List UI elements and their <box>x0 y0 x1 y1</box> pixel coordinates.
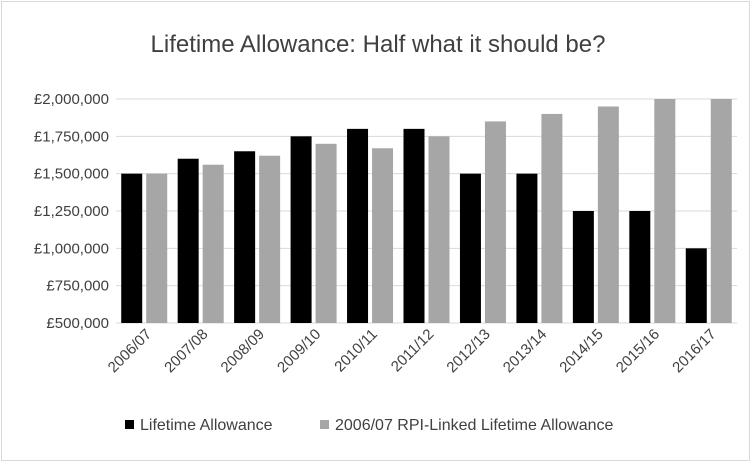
x-tick-label: 2010/11 <box>331 326 381 376</box>
legend: Lifetime Allowance 2006/07 RPI-Linked Li… <box>125 417 613 434</box>
x-tick-label: 2007/08 <box>161 326 211 376</box>
bar-lifetime-allowance <box>403 128 425 323</box>
y-tick-label: £1,000,000 <box>34 240 109 257</box>
bar-rpi-linked <box>315 143 337 323</box>
y-tick-label: £1,250,000 <box>34 203 109 220</box>
bar-lifetime-allowance <box>290 136 312 323</box>
y-tick-label: £750,000 <box>46 278 109 295</box>
bar-rpi-linked <box>597 106 619 323</box>
x-tick-label: 2012/13 <box>443 326 493 376</box>
bar-lifetime-allowance <box>234 151 256 323</box>
x-tick-label: 2011/12 <box>388 326 438 376</box>
legend-label-rpi-linked: 2006/07 RPI-Linked Lifetime Allowance <box>335 417 613 434</box>
x-tick-label: 2016/17 <box>669 326 719 376</box>
bar-rpi-linked <box>259 155 281 323</box>
bar-rpi-linked <box>428 136 450 323</box>
x-tick-label: 2006/07 <box>105 326 155 376</box>
bar-lifetime-allowance <box>347 128 369 323</box>
bar-rpi-linked <box>484 121 506 324</box>
bar-rpi-linked <box>202 164 224 323</box>
x-axis-tick-labels: 2006/07 2007/08 2008/09 2009/10 2010/11 2011/… <box>105 326 720 376</box>
bar-lifetime-allowance <box>516 173 538 323</box>
y-tick-label: £500,000 <box>46 315 109 332</box>
y-tick-label: £1,750,000 <box>34 128 109 145</box>
bar-lifetime-allowance <box>459 173 481 323</box>
y-tick-label: £2,000,000 <box>34 91 109 108</box>
bar-rpi-linked <box>372 148 394 323</box>
bar-lifetime-allowance <box>177 158 199 323</box>
legend-swatch-lifetime-allowance <box>125 420 134 429</box>
y-axis-tick-labels: £500,000 £750,000 £1,000,000 £1,250,000 £1,5… <box>34 91 109 332</box>
bar-lifetime-allowance <box>629 211 651 323</box>
x-tick-label: 2008/09 <box>218 326 268 376</box>
bar-lifetime-allowance <box>121 173 143 323</box>
bar-rpi-linked <box>541 113 563 323</box>
x-tick-label: 2009/10 <box>274 326 324 376</box>
bar-rpi-linked <box>710 99 732 323</box>
bar-lifetime-allowance <box>572 211 594 323</box>
bar-rpi-linked <box>146 173 168 323</box>
bars <box>121 99 732 324</box>
bar-lifetime-allowance <box>685 248 707 323</box>
x-tick-label: 2014/15 <box>556 326 606 376</box>
x-tick-label: 2015/16 <box>613 326 663 376</box>
chart-title: Lifetime Allowance: Half what it should … <box>151 31 606 58</box>
x-tick-label: 2013/14 <box>500 326 550 376</box>
legend-swatch-rpi-linked <box>320 420 329 429</box>
legend-label-lifetime-allowance: Lifetime Allowance <box>140 417 273 434</box>
bar-rpi-linked <box>654 99 676 323</box>
y-tick-label: £1,500,000 <box>34 166 109 183</box>
